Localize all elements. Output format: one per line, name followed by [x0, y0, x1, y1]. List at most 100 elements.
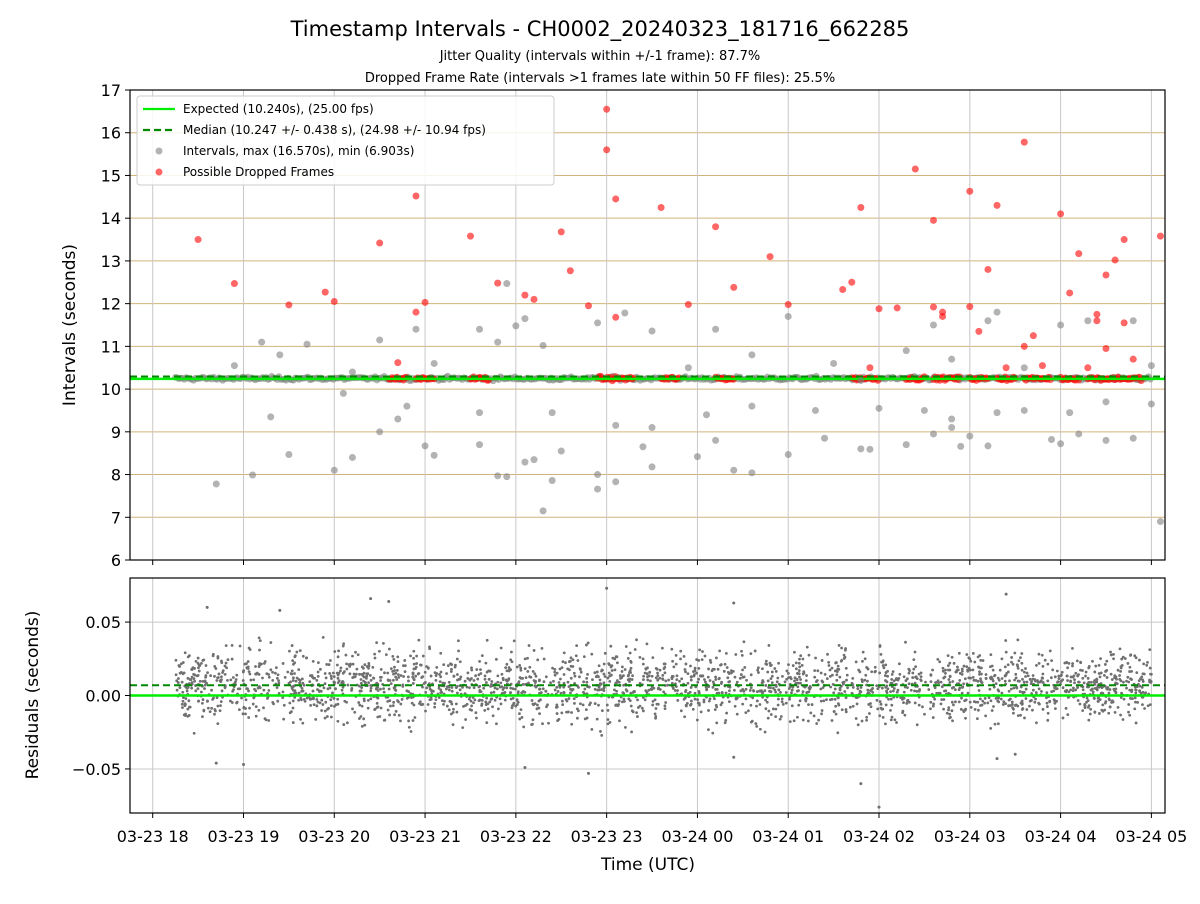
top-ytick-label: 15	[101, 166, 121, 185]
residual-point	[929, 700, 933, 704]
residual-point	[1120, 691, 1123, 695]
residual-point	[807, 703, 810, 707]
residual-point	[1101, 703, 1105, 707]
residual-point	[387, 687, 391, 691]
residual-point	[943, 675, 947, 679]
residual-point	[713, 708, 717, 712]
residual-point	[876, 687, 880, 691]
residual-point	[555, 671, 559, 675]
residual-point	[906, 699, 909, 703]
residual-point	[939, 680, 943, 684]
residual-point	[271, 670, 274, 674]
interval-point	[648, 327, 656, 335]
residual-point	[527, 644, 531, 647]
residual-point	[984, 714, 988, 718]
residual-point	[230, 644, 234, 647]
residual-point	[256, 686, 260, 690]
residual-point	[714, 703, 718, 707]
residual-point	[397, 713, 401, 717]
residual-point	[336, 719, 340, 723]
residual-point	[873, 670, 877, 674]
residual-point	[1081, 688, 1085, 692]
residual-point	[1127, 710, 1130, 714]
residual-point	[561, 703, 565, 707]
residual-point	[412, 662, 416, 666]
residual-point	[188, 705, 191, 709]
residual-point	[597, 703, 600, 707]
residual-point	[877, 805, 881, 809]
residual-point	[684, 662, 688, 666]
residual-point	[622, 700, 626, 703]
residual-point	[907, 671, 911, 675]
residual-point	[960, 667, 964, 671]
residual-point	[865, 715, 869, 719]
residual-point	[902, 690, 906, 694]
interval-point	[476, 409, 484, 417]
residual-point	[984, 677, 988, 680]
residual-point	[174, 658, 178, 662]
residual-point	[242, 706, 246, 710]
interval-point	[948, 415, 956, 423]
residual-point	[1020, 652, 1024, 655]
xtick-label: 03-23 18	[117, 827, 189, 846]
top-plot-frame	[129, 89, 1166, 561]
residual-point	[555, 712, 559, 715]
residual-point	[184, 703, 187, 706]
residual-point	[555, 705, 559, 709]
residual-point	[351, 654, 354, 658]
residual-point	[425, 665, 428, 668]
interval-point	[476, 441, 484, 449]
residual-point	[298, 649, 302, 653]
residual-point	[755, 690, 759, 694]
residual-point	[958, 678, 962, 682]
residual-point	[559, 691, 563, 695]
residual-point	[826, 652, 829, 656]
residual-point	[223, 672, 227, 676]
residual-point	[602, 662, 606, 666]
residual-point	[292, 688, 295, 692]
residual-point	[1041, 707, 1045, 711]
residual-point	[952, 685, 955, 689]
residual-point	[1142, 662, 1146, 666]
residual-point	[606, 709, 610, 712]
residual-point	[653, 712, 657, 716]
residual-point	[885, 684, 889, 688]
residual-point	[414, 674, 418, 678]
residual-point	[756, 668, 760, 672]
interval-point	[857, 377, 865, 385]
residual-point	[359, 678, 363, 681]
residual-point	[1014, 672, 1018, 676]
residual-point	[1030, 680, 1034, 683]
residual-point	[531, 718, 535, 722]
residual-point	[605, 703, 609, 707]
residual-point	[354, 672, 358, 676]
residual-point	[521, 682, 525, 686]
residual-point	[1048, 649, 1052, 653]
residual-point	[573, 701, 576, 705]
residual-point	[741, 702, 745, 706]
xtick-label: 03-23 23	[571, 827, 643, 846]
residual-point	[774, 707, 778, 711]
residual-point	[884, 703, 888, 707]
residual-point	[878, 700, 882, 704]
residual-point	[568, 659, 572, 663]
residual-point	[702, 700, 706, 704]
residual-point	[258, 662, 261, 665]
residual-point	[695, 671, 699, 675]
dropped-frame-point	[784, 300, 792, 308]
residual-point	[305, 656, 308, 660]
residual-point	[526, 656, 529, 660]
residual-point	[720, 691, 724, 695]
residual-point	[952, 703, 955, 707]
residual-point	[455, 710, 459, 714]
residual-point	[744, 711, 748, 715]
residual-point	[429, 674, 433, 678]
interval-point	[1147, 400, 1155, 408]
residual-point	[450, 667, 453, 671]
residual-point	[689, 664, 692, 668]
residual-point	[328, 672, 332, 675]
residual-point	[614, 655, 618, 659]
residual-point	[1051, 668, 1055, 672]
residual-point	[691, 707, 695, 711]
residual-point	[539, 698, 542, 702]
